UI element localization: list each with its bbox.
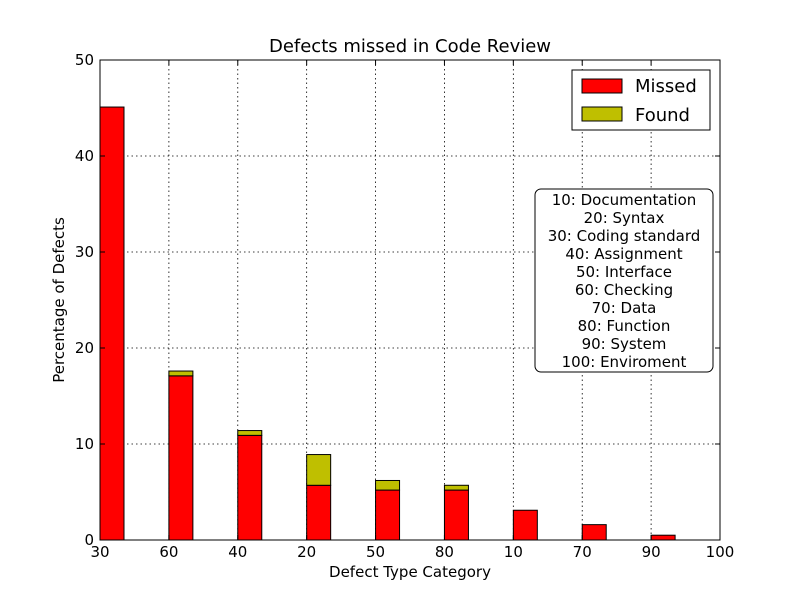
bar-missed — [650, 534, 676, 541]
y-tick-label: 40 — [75, 147, 94, 165]
x-tick-label: 20 — [297, 543, 316, 561]
axis-ticks: 0 10 20 30 40 50 30 60 40 20 50 80 10 70 90 100 — [75, 51, 734, 561]
annotation-line: 70: Data — [592, 299, 657, 317]
bar-found — [443, 484, 469, 491]
bar-missed — [237, 434, 263, 541]
y-tick-label: 50 — [75, 51, 94, 69]
x-tick-label: 10 — [504, 543, 523, 561]
category-key-annotation: 10: Documentation 20: Syntax 30: Coding … — [534, 188, 714, 373]
annotation-line: 10: Documentation — [552, 191, 697, 209]
bars — [99, 106, 676, 541]
bar-found — [237, 430, 263, 436]
x-axis-label: Defect Type Category — [329, 563, 491, 581]
x-tick-label: 80 — [435, 543, 454, 561]
bar-missed — [443, 489, 469, 541]
bar-found — [306, 454, 332, 486]
bar-found — [375, 479, 401, 491]
annotation-line: 30: Coding standard — [548, 227, 701, 245]
legend: Missed Found — [571, 69, 711, 131]
bar-missed — [512, 509, 538, 541]
y-tick-label: 20 — [75, 339, 94, 357]
annotation-line: 40: Assignment — [565, 245, 682, 263]
annotation-line: 20: Syntax — [584, 209, 665, 227]
bar-missed — [306, 484, 332, 541]
y-axis-label: Percentage of Defects — [50, 217, 68, 383]
plot-frame — [99, 59, 721, 541]
bar-missed — [581, 524, 607, 541]
x-tick-label: 30 — [90, 543, 109, 561]
x-tick-label: 70 — [573, 543, 592, 561]
x-tick-label: 90 — [642, 543, 661, 561]
x-tick-label: 60 — [159, 543, 178, 561]
y-tick-label: 10 — [75, 435, 94, 453]
annotation-line: 50: Interface — [576, 263, 672, 281]
annotation-line: 60: Checking — [575, 281, 673, 299]
annotation-box — [534, 188, 714, 373]
annotation-line: 100: Enviroment — [562, 353, 687, 371]
y-tick-label: 0 — [84, 531, 94, 549]
x-tick-label: 40 — [228, 543, 247, 561]
bar-missed — [168, 375, 194, 541]
annotation-line: 90: System — [582, 335, 667, 353]
legend-swatch-found — [581, 106, 623, 122]
legend-label-missed: Missed — [635, 76, 697, 97]
y-tick-label: 30 — [75, 243, 94, 261]
annotation-line: 80: Function — [578, 317, 671, 335]
bar-found — [168, 370, 194, 377]
bar-missed — [99, 106, 125, 541]
x-tick-label: 100 — [706, 543, 735, 561]
x-tick-label: 50 — [366, 543, 385, 561]
bar-missed — [375, 489, 401, 541]
chart-title: Defects missed in Code Review — [269, 36, 551, 57]
legend-label-found: Found — [635, 105, 690, 126]
legend-swatch-missed — [581, 78, 623, 94]
